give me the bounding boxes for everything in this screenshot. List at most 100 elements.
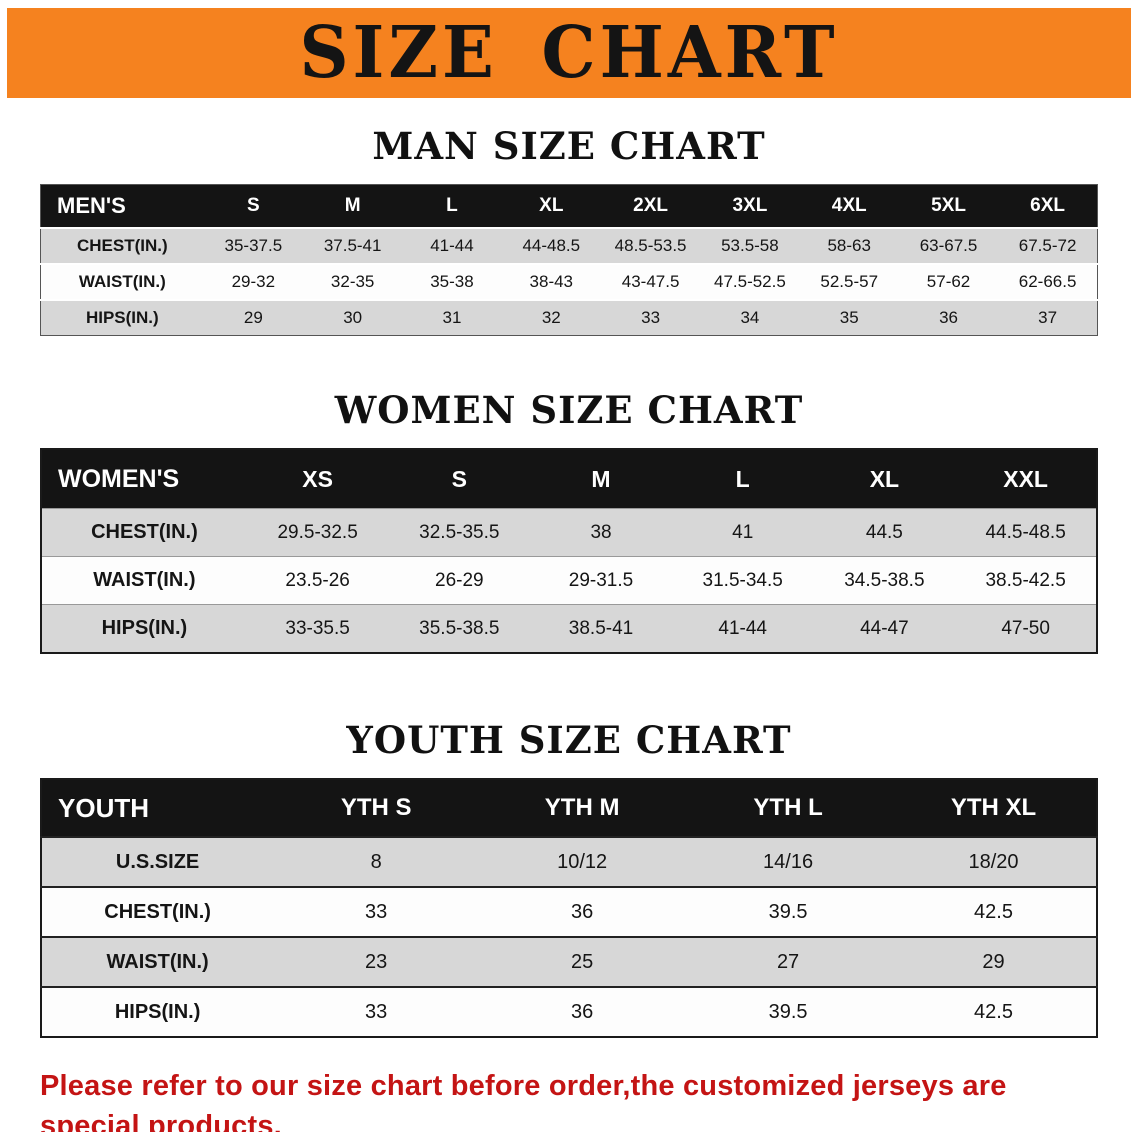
- table-title-cell: YOUTH: [41, 779, 274, 837]
- women-section-title: WOMEN SIZE CHART: [334, 388, 804, 432]
- size-value: 32.5-35.5: [388, 508, 531, 557]
- measurement-label: HIPS(IN.): [40, 299, 204, 336]
- men-size-section: MAN SIZE CHART MEN'S S M L XL 2XL 3XL 4XL 5XL 6XL…: [40, 124, 1098, 336]
- size-column-header: YTH L: [685, 779, 892, 837]
- size-column-header: M: [303, 184, 403, 228]
- size-value: 38: [530, 508, 672, 557]
- table-row: HIPS(IN.) 33-35.5 35.5-38.5 38.5-41 41-44 44-…: [41, 604, 1097, 653]
- disclaimer: Please refer to our size chart before or…: [40, 1066, 1098, 1132]
- size-value: 57-62: [898, 263, 999, 300]
- size-value: 58-63: [799, 227, 899, 264]
- size-column-header: 4XL: [799, 184, 899, 228]
- size-value: 44-48.5: [501, 227, 601, 264]
- table-header-row: MEN'S S M L XL 2XL 3XL 4XL 5XL 6XL: [40, 184, 1098, 228]
- size-value: 47.5-52.5: [700, 263, 800, 300]
- size-column-header: YTH XL: [891, 779, 1097, 837]
- size-value: 36: [479, 886, 686, 937]
- table-row: CHEST(IN.) 33 36 39.5 42.5: [41, 886, 1097, 937]
- size-column-header: L: [671, 449, 814, 509]
- measurement-label: WAIST(IN.): [41, 936, 274, 987]
- size-value: 31.5-34.5: [671, 556, 814, 605]
- size-column-header: 3XL: [700, 184, 800, 228]
- measurement-label: HIPS(IN.): [41, 986, 274, 1037]
- size-value: 63-67.5: [898, 227, 999, 264]
- size-value: 32-35: [303, 263, 403, 300]
- table-row: WAIST(IN.) 23.5-26 26-29 29-31.5 31.5-34.5 34…: [41, 556, 1097, 605]
- youth-section-title: YOUTH SIZE CHART: [346, 718, 792, 762]
- size-value: 44.5: [813, 508, 956, 557]
- size-value: 32: [501, 299, 601, 336]
- table-row: WAIST(IN.) 29-32 32-35 35-38 38-43 43-47.5 47.…: [40, 263, 1098, 300]
- size-column-header: 6XL: [998, 184, 1098, 228]
- table-row: WAIST(IN.) 23 25 27 29: [41, 936, 1097, 987]
- size-column-header: S: [388, 449, 531, 509]
- measurement-label: WAIST(IN.): [40, 263, 204, 300]
- size-value: 37: [998, 299, 1098, 336]
- size-value: 26-29: [388, 556, 531, 605]
- size-value: 35: [799, 299, 899, 336]
- size-value: 36: [479, 986, 686, 1037]
- size-value: 8: [273, 836, 480, 887]
- men-section-title: MAN SIZE CHART: [372, 124, 766, 168]
- size-value: 35.5-38.5: [388, 604, 531, 653]
- size-column-header: 2XL: [600, 184, 701, 228]
- youth-size-section: YOUTH SIZE CHART YOUTH YTH S YTH M YTH L YTH…: [40, 718, 1098, 1038]
- size-value: 41: [671, 508, 814, 557]
- table-header-row: YOUTH YTH S YTH M YTH L YTH XL: [41, 779, 1097, 837]
- size-value: 25: [479, 936, 686, 987]
- measurement-label: HIPS(IN.): [41, 604, 247, 653]
- size-value: 33: [600, 299, 701, 336]
- size-value: 30: [303, 299, 403, 336]
- size-column-header: XXL: [955, 449, 1097, 509]
- size-value: 23: [273, 936, 480, 987]
- size-value: 44-47: [813, 604, 956, 653]
- size-value: 42.5: [891, 886, 1097, 937]
- size-value: 34.5-38.5: [813, 556, 956, 605]
- measurement-label: U.S.SIZE: [41, 836, 274, 887]
- table-row: CHEST(IN.) 29.5-32.5 32.5-35.5 38 41 44.5 44.5…: [41, 508, 1097, 557]
- size-column-header: M: [530, 449, 672, 509]
- size-value: 29.5-32.5: [246, 508, 389, 557]
- size-column-header: XL: [813, 449, 956, 509]
- size-value: 52.5-57: [799, 263, 899, 300]
- measurement-label: CHEST(IN.): [41, 886, 274, 937]
- size-value: 38.5-42.5: [955, 556, 1097, 605]
- size-value: 29-31.5: [530, 556, 672, 605]
- size-value: 33-35.5: [246, 604, 389, 653]
- size-value: 36: [898, 299, 999, 336]
- size-column-header: XL: [501, 184, 601, 228]
- size-value: 10/12: [479, 836, 686, 887]
- size-value: 29: [203, 299, 303, 336]
- women-size-section: WOMEN SIZE CHART WOMEN'S XS S M L XL XXL CHEST(…: [40, 388, 1098, 654]
- size-value: 33: [273, 986, 480, 1037]
- size-column-header: L: [402, 184, 502, 228]
- size-value: 53.5-58: [700, 227, 800, 264]
- size-value: 14/16: [685, 836, 892, 887]
- size-value: 41-44: [671, 604, 814, 653]
- size-value: 29-32: [203, 263, 303, 300]
- size-column-header: YTH M: [479, 779, 686, 837]
- size-value: 37.5-41: [303, 227, 403, 264]
- size-value: 23.5-26: [246, 556, 389, 605]
- size-column-header: 5XL: [898, 184, 999, 228]
- size-value: 44.5-48.5: [955, 508, 1097, 557]
- size-value: 35-38: [402, 263, 502, 300]
- size-value: 31: [402, 299, 502, 336]
- size-chart-banner: SIZE CHART: [7, 8, 1131, 98]
- page-title: SIZE CHART: [299, 11, 839, 95]
- size-value: 29: [891, 936, 1097, 987]
- table-row: HIPS(IN.) 33 36 39.5 42.5: [41, 986, 1097, 1037]
- size-column-header: S: [203, 184, 303, 228]
- size-value: 33: [273, 886, 480, 937]
- size-column-header: YTH S: [273, 779, 480, 837]
- size-value: 42.5: [891, 986, 1097, 1037]
- size-value: 39.5: [685, 886, 892, 937]
- table-title-cell: MEN'S: [40, 184, 204, 228]
- size-value: 35-37.5: [203, 227, 303, 264]
- size-value: 34: [700, 299, 800, 336]
- women-size-table: WOMEN'S XS S M L XL XXL CHEST(IN.) 29.5-32.5 32.5…: [40, 448, 1098, 654]
- size-value: 41-44: [402, 227, 502, 264]
- disclaimer-line-1: Please refer to our size chart before or…: [40, 1070, 1007, 1132]
- size-value: 18/20: [891, 836, 1097, 887]
- youth-size-table: YOUTH YTH S YTH M YTH L YTH XL U.S.SIZE 8 10/12…: [40, 778, 1098, 1038]
